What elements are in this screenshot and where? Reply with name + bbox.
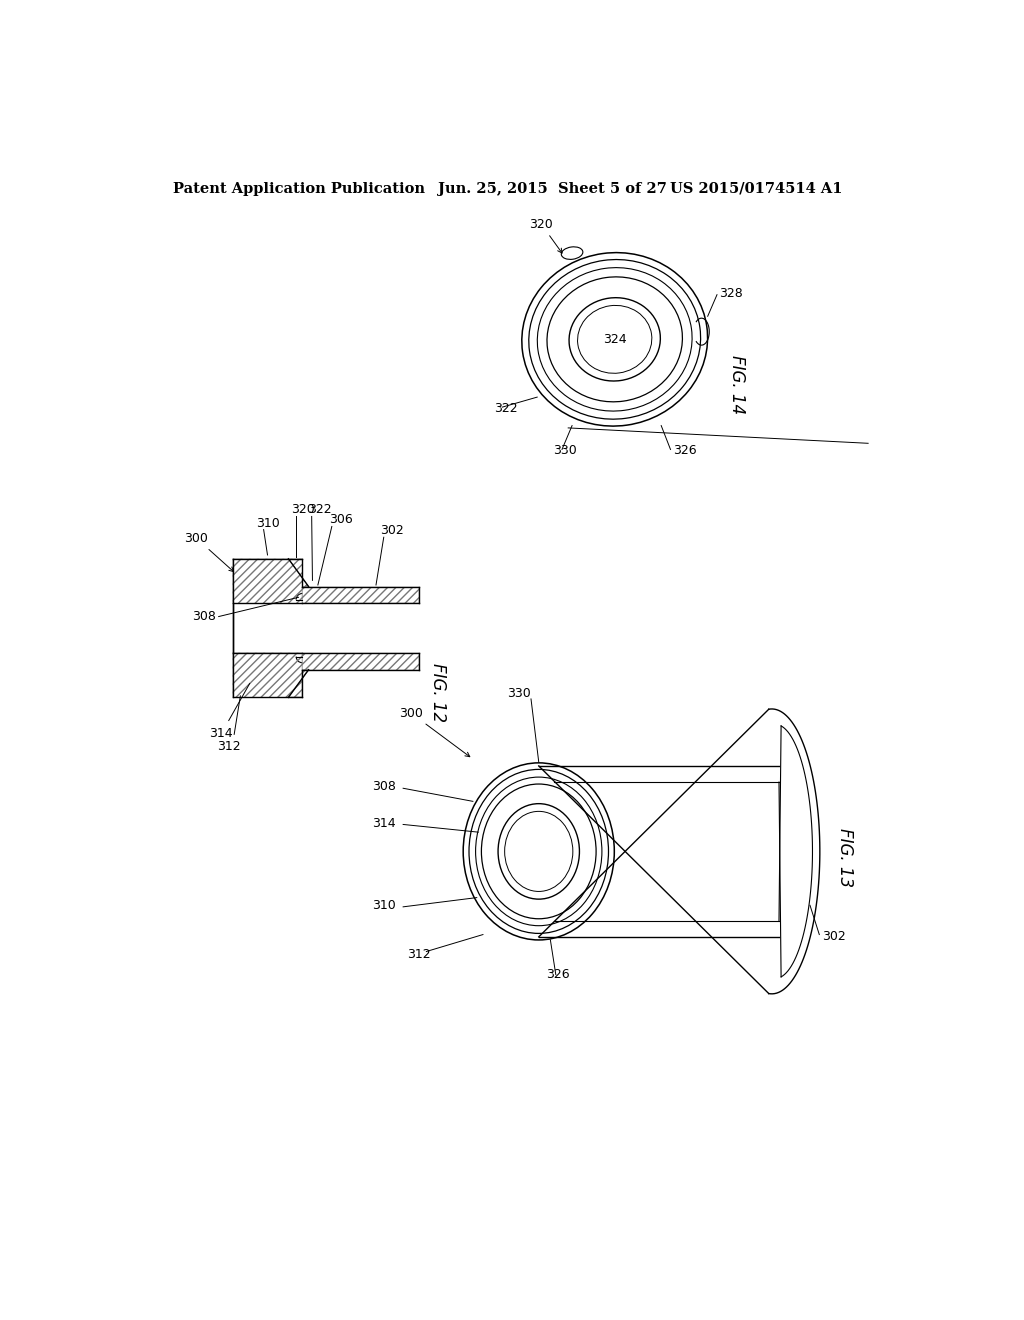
Text: 326: 326 — [547, 969, 570, 982]
Text: FIG. 13: FIG. 13 — [836, 829, 854, 887]
Text: 330: 330 — [553, 445, 577, 458]
Text: 300: 300 — [184, 532, 233, 572]
Text: 320: 320 — [291, 503, 314, 516]
Text: Jun. 25, 2015  Sheet 5 of 27: Jun. 25, 2015 Sheet 5 of 27 — [438, 182, 667, 195]
Text: 300: 300 — [399, 706, 470, 756]
Text: 308: 308 — [193, 610, 216, 623]
Text: 302: 302 — [380, 524, 403, 537]
Text: FIG. 12: FIG. 12 — [429, 663, 447, 722]
Text: 310: 310 — [256, 516, 280, 529]
Text: 326: 326 — [673, 445, 696, 458]
Text: 306: 306 — [330, 513, 353, 527]
Text: US 2015/0174514 A1: US 2015/0174514 A1 — [671, 182, 843, 195]
Bar — [302, 586, 419, 603]
Text: 328: 328 — [719, 286, 743, 300]
Text: 308: 308 — [372, 780, 396, 793]
Bar — [302, 653, 419, 669]
Text: 322: 322 — [308, 503, 332, 516]
Text: 330: 330 — [508, 688, 531, 701]
Text: 320: 320 — [529, 218, 562, 253]
Text: 324: 324 — [603, 333, 627, 346]
Text: 314: 314 — [209, 726, 233, 739]
Text: 312: 312 — [407, 948, 431, 961]
Text: FIG. 14: FIG. 14 — [728, 355, 746, 414]
Text: 322: 322 — [495, 403, 518, 416]
Text: 314: 314 — [372, 817, 395, 830]
Text: 302: 302 — [821, 931, 846, 942]
Text: Patent Application Publication: Patent Application Publication — [173, 182, 425, 195]
Text: 310: 310 — [372, 899, 396, 912]
Text: 312: 312 — [217, 739, 241, 752]
